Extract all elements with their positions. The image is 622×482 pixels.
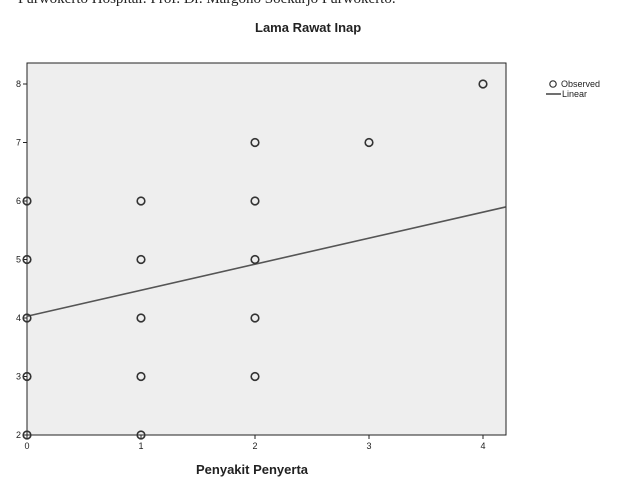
observed-point [250, 196, 260, 206]
x-tick-label: 3 [366, 441, 371, 451]
observed-point [136, 196, 146, 206]
observed-point [22, 371, 32, 382]
legend-linear-label: Linear [562, 89, 587, 99]
y-tick-label: 7 [16, 138, 21, 148]
x-tick-label: 4 [480, 441, 485, 451]
plot-area [26, 62, 507, 436]
y-tick-label: 5 [16, 255, 21, 265]
y-tick-label: 2 [16, 430, 21, 440]
observed-point [250, 371, 260, 382]
linear-fit-line [26, 206, 506, 318]
legend-observed-marker [549, 80, 557, 88]
legend-observed-label: Observed [561, 79, 600, 89]
y-tick-label: 4 [16, 313, 21, 323]
observed-point [478, 79, 488, 89]
observed-point [250, 254, 260, 265]
observed-point [22, 196, 32, 206]
observed-point [22, 313, 32, 323]
cropped-header-text: Purwokerto Hospital: Prof. Dr. Margono S… [18, 0, 418, 8]
observed-point [136, 254, 146, 265]
x-tick-label: 0 [24, 441, 29, 451]
observed-point [136, 371, 146, 382]
observed-point [22, 430, 32, 440]
y-tick-label: 6 [16, 196, 21, 206]
observed-point [22, 254, 32, 265]
x-axis-label: Penyakit Penyerta [196, 462, 309, 477]
x-tick-label: 1 [138, 441, 143, 451]
y-tick-label: 3 [16, 372, 21, 382]
x-tick-label: 2 [252, 441, 257, 451]
observed-point [364, 137, 374, 148]
chart-title: Lama Rawat Inap [255, 20, 362, 35]
observed-point [136, 313, 146, 323]
y-tick-label: 8 [16, 79, 21, 89]
observed-point [136, 430, 146, 440]
observed-point [250, 313, 260, 323]
observed-point [250, 137, 260, 148]
